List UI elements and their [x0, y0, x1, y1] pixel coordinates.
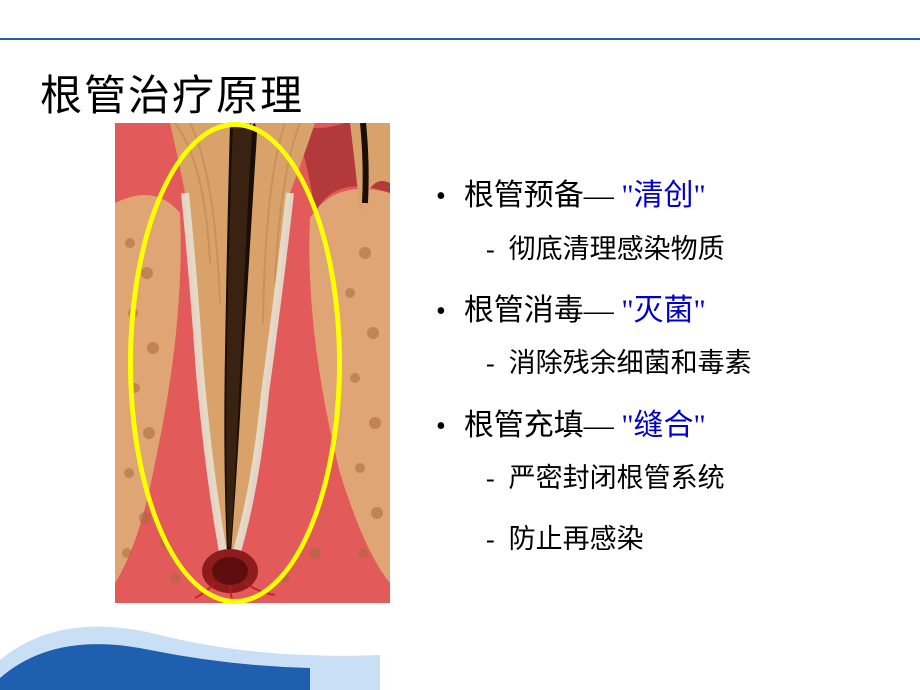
sub-dash: - — [486, 235, 495, 265]
tooth-cross-section-svg — [115, 123, 390, 603]
sub-dash: - — [486, 349, 495, 379]
bullet-text: 根管预备— "清创" — [464, 176, 706, 217]
bottom-wave — [0, 600, 920, 690]
bullet-highlight: "清创" — [621, 179, 706, 212]
tooth-illustration — [115, 123, 390, 603]
bullet-dot: • — [436, 413, 446, 441]
bullet-dot: • — [436, 183, 446, 211]
bullet-1-sub-1: - 彻底清理感染物质 — [486, 231, 900, 267]
bullet-2-sub-1: - 消除残余细菌和毒素 — [486, 345, 900, 381]
bullet-highlight: "灭菌" — [621, 294, 706, 327]
bullet-text: 根管消毒— "灭菌" — [464, 291, 706, 332]
content-list: • 根管预备— "清创" - 彻底清理感染物质 • 根管消毒— "灭菌" - 消… — [430, 176, 900, 581]
sub-dash: - — [486, 525, 495, 555]
bullet-text: 根管充填— "缝合" — [464, 406, 706, 447]
bullet-prefix: 根管消毒— — [464, 294, 622, 327]
bullet-2: • 根管消毒— "灭菌" — [430, 291, 900, 332]
bullet-1: • 根管预备— "清创" — [430, 176, 900, 217]
bullet-prefix: 根管充填— — [464, 409, 622, 442]
page-title: 根管治疗原理 — [40, 62, 304, 123]
sub-text: 彻底清理感染物质 — [509, 231, 725, 267]
bullet-prefix: 根管预备— — [464, 179, 622, 212]
sub-dash: - — [486, 464, 495, 494]
top-band — [0, 0, 920, 40]
bullet-3-sub-2: - 防止再感染 — [486, 521, 900, 557]
sub-text: 严密封闭根管系统 — [509, 460, 725, 496]
bullet-3: • 根管充填— "缝合" — [430, 406, 900, 447]
bullet-3-sub-1: - 严密封闭根管系统 — [486, 460, 900, 496]
bullet-highlight: "缝合" — [621, 409, 706, 442]
sub-text: 防止再感染 — [509, 521, 644, 557]
bullet-dot: • — [436, 298, 446, 326]
sub-text: 消除残余细菌和毒素 — [509, 345, 752, 381]
